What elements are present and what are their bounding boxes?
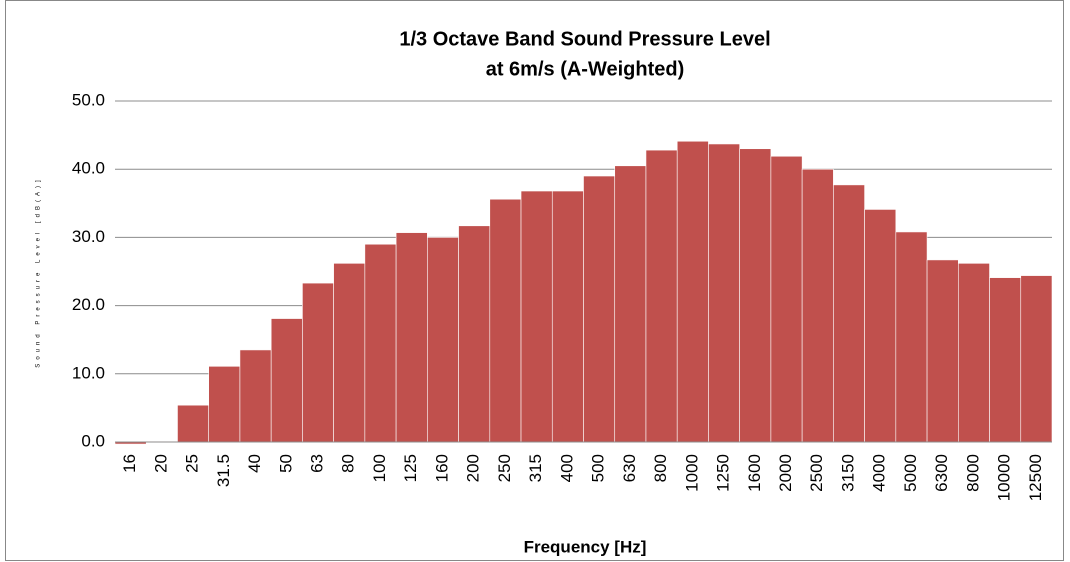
bar — [177, 404, 209, 443]
x-tick-label: 40 — [245, 454, 264, 473]
x-tick-label: 12500 — [1026, 454, 1045, 501]
bar — [239, 349, 272, 443]
bar — [895, 231, 928, 443]
bar — [333, 263, 366, 443]
x-tick-label: 6300 — [932, 454, 951, 492]
bar — [801, 168, 834, 443]
chart-title: 1/3 Octave Band Sound Pressure Level — [399, 28, 770, 50]
bar — [770, 155, 803, 443]
x-tick-label: 315 — [526, 454, 545, 482]
bar — [833, 184, 865, 443]
y-tick-label: 10.0 — [72, 363, 105, 382]
bar — [739, 148, 772, 443]
x-tick-label: 63 — [308, 454, 327, 473]
y-tick-label: 20.0 — [72, 295, 105, 314]
x-tick-label: 50 — [276, 454, 295, 473]
x-tick-label: 4000 — [870, 454, 889, 492]
chart-title: at 6m/s (A-Weighted) — [486, 58, 685, 80]
bar — [520, 190, 553, 443]
bar — [489, 198, 522, 443]
y-axis-label: Sound Pressure Level [dB(A)] — [36, 176, 42, 367]
x-tick-label: 20 — [151, 454, 170, 473]
x-tick-label: 2000 — [776, 454, 795, 492]
y-tick-label: 50.0 — [72, 90, 105, 109]
bar — [864, 209, 897, 443]
bar — [458, 225, 491, 443]
bar — [614, 165, 647, 443]
x-tick-label: 630 — [620, 454, 639, 482]
bar — [583, 175, 616, 443]
x-tick-label: 16 — [120, 454, 139, 473]
y-tick-label: 40.0 — [72, 159, 105, 178]
bar — [989, 277, 1022, 443]
bar — [302, 282, 334, 443]
bar — [1020, 275, 1053, 443]
bar — [708, 143, 740, 443]
bar — [208, 365, 241, 443]
y-tick-label: 0.0 — [81, 431, 105, 450]
bar — [676, 140, 709, 443]
x-tick-label: 250 — [495, 454, 514, 482]
bar — [551, 190, 584, 443]
bar — [926, 259, 959, 443]
x-tick-label: 500 — [589, 454, 608, 482]
x-tick-label: 100 — [370, 454, 389, 482]
x-tick-label: 800 — [651, 454, 670, 482]
x-axis-label: Frequency [Hz] — [524, 537, 647, 556]
x-tick-label: 1000 — [682, 454, 701, 492]
bar — [957, 263, 990, 443]
x-tick-label: 31.5 — [214, 454, 233, 487]
bar — [427, 237, 459, 443]
x-tick-label: 3150 — [838, 454, 857, 492]
x-tick-label: 25 — [183, 454, 202, 473]
x-tick-label: 8000 — [963, 454, 982, 492]
bar — [364, 243, 397, 443]
bar — [270, 318, 303, 443]
x-tick-label: 1600 — [745, 454, 764, 492]
x-tick-label: 2500 — [807, 454, 826, 492]
x-tick-label: 200 — [464, 454, 483, 482]
x-tick-label: 400 — [557, 454, 576, 482]
x-tick-label: 10000 — [995, 454, 1014, 501]
x-tick-label: 5000 — [901, 454, 920, 492]
x-tick-label: 125 — [401, 454, 420, 482]
x-tick-label: 1250 — [714, 454, 733, 492]
y-tick-label: 30.0 — [72, 227, 105, 246]
x-tick-label: 80 — [339, 454, 358, 473]
x-tick-label: 160 — [432, 454, 451, 482]
bar — [395, 232, 428, 443]
bar — [645, 149, 678, 443]
